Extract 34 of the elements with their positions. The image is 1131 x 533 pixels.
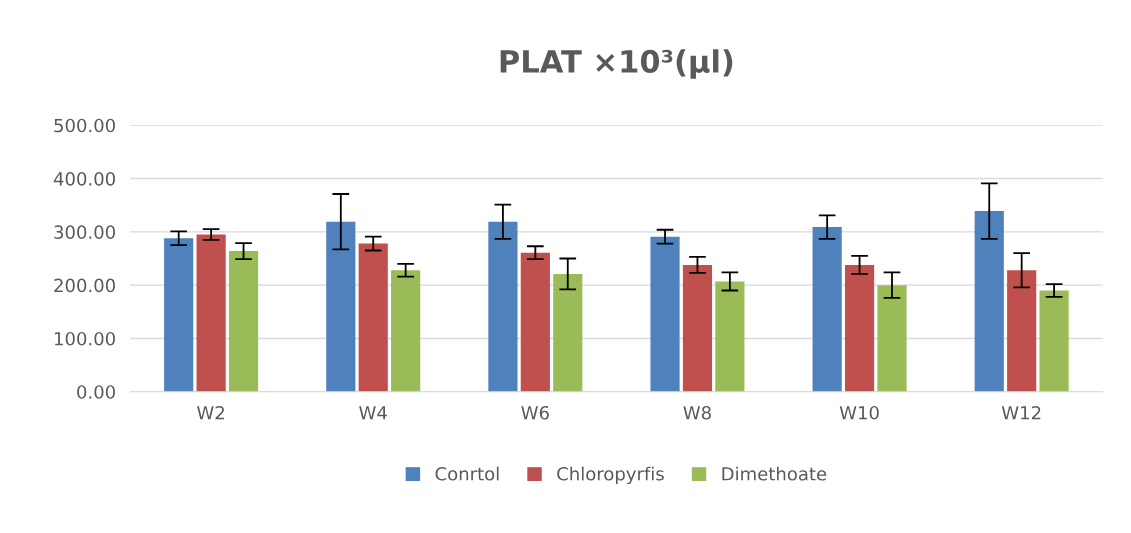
bar [974,211,1004,392]
x-tick-label: W2 [197,405,224,420]
y-tick-label: 200.00 [54,278,115,293]
y-tick-label: 100.00 [54,331,115,346]
bar [196,234,226,392]
y-tick-label: 300.00 [54,225,115,239]
bar [715,281,745,392]
bar [650,236,680,392]
bar [164,238,194,392]
bar [844,264,875,392]
legend-label: Conrtol [435,466,499,481]
bar [520,252,550,392]
bar [1007,270,1037,392]
bar [488,221,518,392]
legend-label: Chloropyrfis [557,466,664,485]
y-tick-label: 400.00 [53,172,115,186]
x-tick-label: W12 [1001,405,1041,420]
x-tick-label: W8 [683,405,711,420]
y-tick-label: 0.00 [77,385,115,399]
bar [326,221,356,392]
legend-label: Dimethoate [722,466,827,481]
bar [812,227,842,392]
bar [391,270,421,392]
x-tick-label: W10 [839,405,879,420]
bar [1039,290,1069,392]
bar [877,285,907,392]
x-tick-label: W6 [521,405,549,420]
bar [682,264,713,392]
bar [358,243,388,392]
y-tick-label: 500.00 [54,118,115,133]
bar [553,273,583,392]
x-tick-label: W4 [359,406,387,420]
chart-title: PLAT ×10³(µl) [500,49,733,79]
bar [228,251,259,392]
